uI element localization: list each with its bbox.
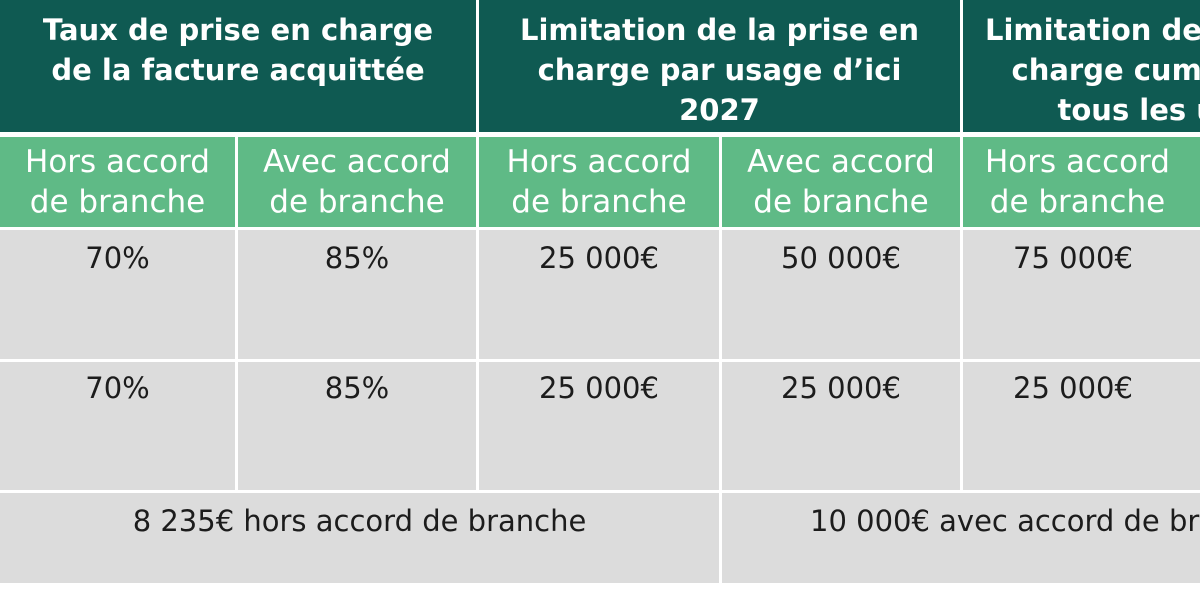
table-row-2-col-3: 25 000€: [479, 362, 719, 490]
cell-value: 25 000€: [1013, 371, 1133, 405]
subheader-col-3: Hors accord de branche: [479, 137, 719, 227]
header-rate-label: Taux de prise en charge de la facture ac…: [42, 13, 434, 87]
footer-text: 8 235€ hors accord de branche: [132, 504, 587, 538]
table-row-1-col-4: 50 000€: [722, 230, 960, 359]
cell-value: 50 000€: [781, 241, 901, 275]
subheader-col-4-label: Avec accord de branche: [747, 144, 935, 220]
cell-value: 25 000€: [539, 241, 659, 275]
cell-value: 85%: [324, 371, 390, 405]
header-limit-per-usage: Limitation de la prise en charge par usa…: [479, 0, 960, 132]
footer-with-agreement: 10 000€ avec accord de branche: [722, 493, 1200, 583]
table-row-2-col-5: 25 000€: [963, 362, 1200, 490]
subheader-col-5: Hors accord de branche: [963, 137, 1200, 227]
cell-value: 25 000€: [539, 371, 659, 405]
footer-text: 10 000€ avec accord de branche: [810, 504, 1200, 538]
header-limit-per-usage-label: Limitation de la prise en charge par usa…: [520, 13, 919, 127]
subheader-col-4: Avec accord de branche: [722, 137, 960, 227]
subheader-col-2: Avec accord de branche: [238, 137, 476, 227]
subheader-col-1: Hors accord de branche: [0, 137, 235, 227]
cell-value: 75 000€: [1013, 241, 1133, 275]
footer-without-agreement: 8 235€ hors accord de branche: [0, 493, 719, 583]
header-limit-cumulative-label: Limitation de la prise en charge cumulée…: [985, 13, 1200, 127]
cell-value: 70%: [85, 371, 150, 405]
table-row-2-col-2: 85%: [238, 362, 476, 490]
header-limit-cumulative: Limitation de la prise en charge cumulée…: [963, 0, 1200, 132]
table-row-1-col-3: 25 000€: [479, 230, 719, 359]
subheader-col-1-label: Hors accord de branche: [25, 144, 210, 220]
header-rate-of-coverage: Taux de prise en charge de la facture ac…: [0, 0, 476, 132]
subheader-col-5-label: Hors accord de branche: [985, 144, 1170, 220]
cell-value: 70%: [85, 241, 150, 275]
table-row-1-col-5: 75 000€: [963, 230, 1200, 359]
table-row-1-col-2: 85%: [238, 230, 476, 359]
table-row-2-col-4: 25 000€: [722, 362, 960, 490]
subheader-col-2-label: Avec accord de branche: [263, 144, 451, 220]
cell-value: 85%: [324, 241, 390, 275]
table-row-2-col-1: 70%: [0, 362, 235, 490]
table-row-1-col-1: 70%: [0, 230, 235, 359]
cell-value: 25 000€: [781, 371, 901, 405]
subheader-col-3-label: Hors accord de branche: [506, 144, 692, 220]
